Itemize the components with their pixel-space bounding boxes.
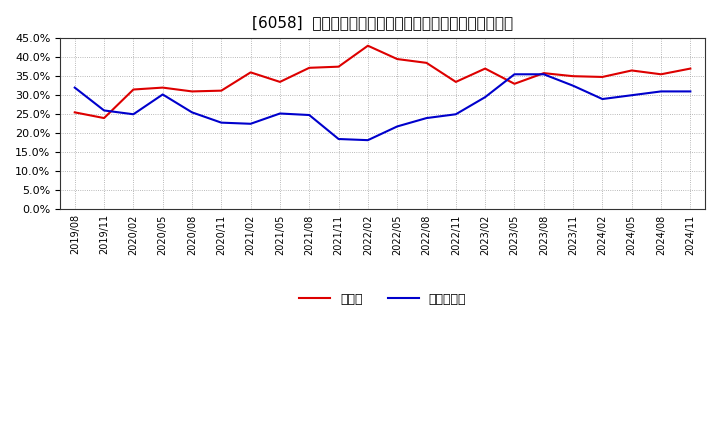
- 有利子負債: [569, 83, 577, 88]
- 現頲金: [598, 74, 607, 80]
- 有利子負債: [627, 92, 636, 98]
- 現頲金: [129, 87, 138, 92]
- 有利子負債: [246, 121, 255, 126]
- 有利子負債: [364, 138, 372, 143]
- 現頲金: [305, 65, 314, 70]
- Line: 現頲金: 現頲金: [75, 46, 690, 118]
- 有利子負債: [393, 124, 402, 129]
- Legend: 現頲金, 有利子負債: 現頲金, 有利子負債: [294, 288, 472, 311]
- 有利子負債: [305, 112, 314, 117]
- 現頲金: [188, 89, 197, 94]
- 有利子負債: [188, 110, 197, 115]
- 現頲金: [657, 72, 665, 77]
- 有利子負債: [100, 108, 109, 113]
- 有利子負債: [510, 72, 519, 77]
- 現頲金: [158, 85, 167, 90]
- 現頲金: [334, 64, 343, 70]
- 有利子負債: [686, 89, 695, 94]
- Line: 有利子負債: 有利子負債: [75, 74, 690, 140]
- 現頲金: [276, 79, 284, 84]
- 現頲金: [510, 81, 519, 86]
- 現頲金: [364, 43, 372, 48]
- 有利子負債: [481, 95, 490, 100]
- 現頲金: [393, 56, 402, 62]
- 有利子負債: [217, 120, 225, 125]
- 有利子負債: [158, 92, 167, 97]
- 現頲金: [627, 68, 636, 73]
- 有利子負債: [334, 136, 343, 142]
- 現頲金: [569, 73, 577, 79]
- 有利子負債: [451, 112, 460, 117]
- 有利子負債: [539, 72, 548, 77]
- 有利子負債: [129, 112, 138, 117]
- 現頲金: [481, 66, 490, 71]
- 有利子負債: [422, 115, 431, 121]
- 現頲金: [100, 115, 109, 121]
- 現頲金: [71, 110, 79, 115]
- 現頲金: [451, 79, 460, 84]
- 現頲金: [246, 70, 255, 75]
- 現頲金: [686, 66, 695, 71]
- Title: [6058]  現頲金、有利子負債の総資産に対する比率の推移: [6058] 現頲金、有利子負債の総資産に対する比率の推移: [252, 15, 513, 30]
- 有利子負債: [71, 85, 79, 90]
- 現頲金: [422, 60, 431, 66]
- 有利子負債: [598, 96, 607, 102]
- 有利子負債: [657, 89, 665, 94]
- 有利子負債: [276, 111, 284, 116]
- 現頲金: [217, 88, 225, 93]
- 現頲金: [539, 70, 548, 76]
